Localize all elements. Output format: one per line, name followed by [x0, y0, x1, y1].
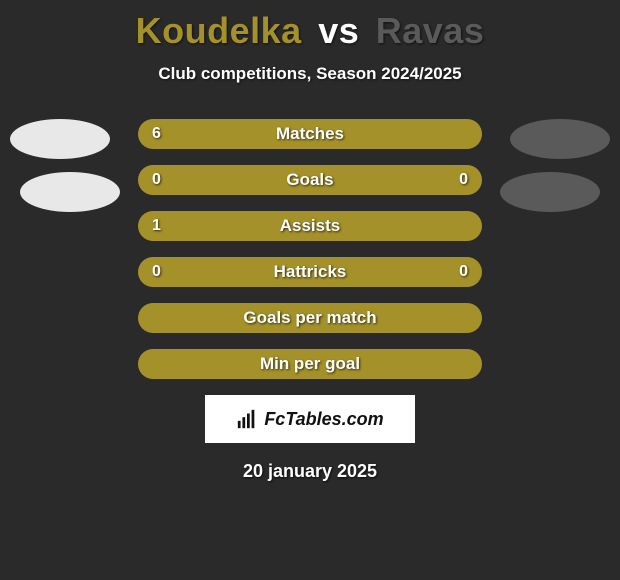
subtitle: Club competitions, Season 2024/2025 [0, 64, 620, 84]
stat-row: Goals per match [138, 303, 482, 333]
player2-avatar-shape [510, 119, 610, 159]
stat-row: Assists1 [138, 211, 482, 241]
stat-value-left: 1 [152, 211, 161, 241]
comparison-title: Koudelka vs Ravas [0, 0, 620, 52]
stat-label: Hattricks [138, 257, 482, 287]
player2-name: Ravas [376, 10, 485, 51]
stat-row: Goals0 0 [138, 165, 482, 195]
stat-row: Matches6 [138, 119, 482, 149]
chart-icon [236, 408, 258, 430]
stat-row: Hattricks0 0 [138, 257, 482, 287]
player1-avatar-shape-2 [20, 172, 120, 212]
branding-badge: FcTables.com [205, 395, 415, 443]
stat-value-left: 0 [152, 165, 161, 195]
stat-label: Goals [138, 165, 482, 195]
stat-label: Matches [138, 119, 482, 149]
player1-avatar-shape [10, 119, 110, 159]
stat-label: Min per goal [138, 349, 482, 379]
stat-label: Assists [138, 211, 482, 241]
vs-text: vs [318, 10, 359, 51]
player2-avatar-shape-2 [500, 172, 600, 212]
branding-text: FcTables.com [264, 409, 383, 430]
footer-date: 20 january 2025 [0, 461, 620, 482]
player1-name: Koudelka [136, 10, 302, 51]
stat-label: Goals per match [138, 303, 482, 333]
stat-value-left: 6 [152, 119, 161, 149]
stat-value-right: 0 [459, 257, 468, 287]
stat-bars: Matches6Goals00Assists1Hattricks00Goals … [138, 119, 482, 379]
chart-area: Matches6Goals00Assists1Hattricks00Goals … [0, 119, 620, 379]
stat-value-right: 0 [459, 165, 468, 195]
stat-value-left: 0 [152, 257, 161, 287]
stat-row: Min per goal [138, 349, 482, 379]
